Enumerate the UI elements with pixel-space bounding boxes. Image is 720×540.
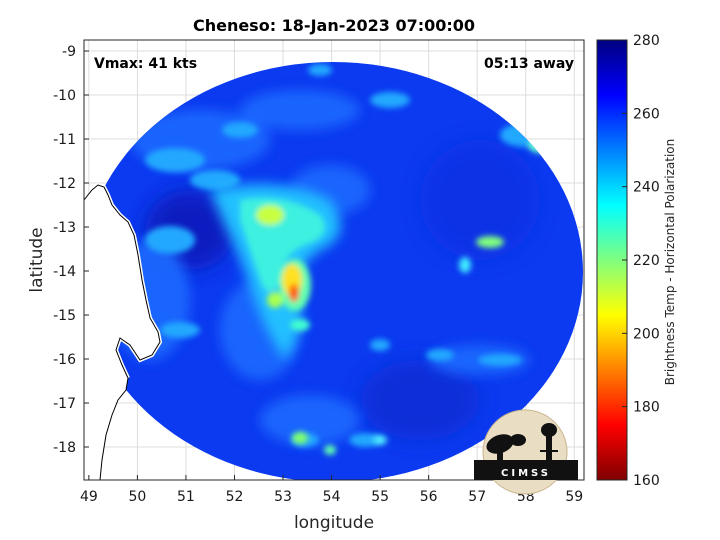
y-tick-label: -10 bbox=[53, 88, 76, 104]
coastline bbox=[84, 182, 163, 480]
x-tick-label: 55 bbox=[371, 489, 389, 505]
colorbar-label: Brightness Temp - Horizontal Polarizatio… bbox=[663, 139, 677, 386]
x-tick-label: 56 bbox=[420, 489, 438, 505]
y-tick-label: -16 bbox=[53, 352, 76, 368]
y-tick-label: -17 bbox=[53, 396, 76, 412]
y-tick-labels: -9 -10 -11 -12 -13 -14 -15 -16 -17 -18 bbox=[53, 44, 89, 456]
y-tick-label: -14 bbox=[53, 264, 76, 280]
colorbar-tick-label: 180 bbox=[633, 400, 660, 416]
y-tick-label: -12 bbox=[53, 176, 76, 192]
x-tick-label: 52 bbox=[226, 489, 244, 505]
colorbar-ticks: 280 260 240 220 200 180 160 bbox=[622, 33, 660, 489]
y-axis-label: latitude bbox=[27, 227, 47, 292]
x-tick-label: 54 bbox=[323, 489, 341, 505]
satellite-dish-icon bbox=[486, 434, 526, 462]
x-tick-label: 49 bbox=[80, 489, 98, 505]
colorbar-tick-label: 240 bbox=[633, 180, 660, 196]
colorbar-tick-label: 160 bbox=[633, 473, 660, 489]
colorbar-tick-label: 260 bbox=[633, 106, 660, 122]
satellite-swath bbox=[84, 62, 583, 480]
y-tick-label: -15 bbox=[53, 308, 76, 324]
logo-text: CIMSS bbox=[501, 468, 551, 479]
x-tick-label: 51 bbox=[177, 489, 195, 505]
x-axis-label: longitude bbox=[294, 513, 374, 533]
water-tower-icon bbox=[540, 423, 558, 462]
x-tick-label: 59 bbox=[565, 489, 583, 505]
y-tick-label: -9 bbox=[62, 44, 76, 60]
y-tick-label: -13 bbox=[53, 220, 76, 236]
colorbar-tick-label: 200 bbox=[633, 326, 660, 342]
colorbar-tick-label: 280 bbox=[633, 33, 660, 49]
colorbar-tick-label: 220 bbox=[633, 253, 660, 269]
x-tick-label: 57 bbox=[468, 489, 486, 505]
vmax-text: Vmax: 41 kts bbox=[94, 56, 197, 72]
map-title: Cheneso: 18-Jan-2023 07:00:00 bbox=[193, 16, 475, 35]
x-tick-labels: 49 50 51 52 53 54 55 56 57 58 59 bbox=[80, 475, 583, 505]
y-tick-label: -18 bbox=[53, 440, 76, 456]
cimss-logo: CIMSS bbox=[474, 409, 578, 495]
x-tick-label: 50 bbox=[128, 489, 146, 505]
y-tick-label: -11 bbox=[53, 132, 76, 148]
time-away-text: 05:13 away bbox=[484, 56, 574, 72]
axes-frame bbox=[83, 39, 585, 481]
x-tick-label: 53 bbox=[274, 489, 292, 505]
